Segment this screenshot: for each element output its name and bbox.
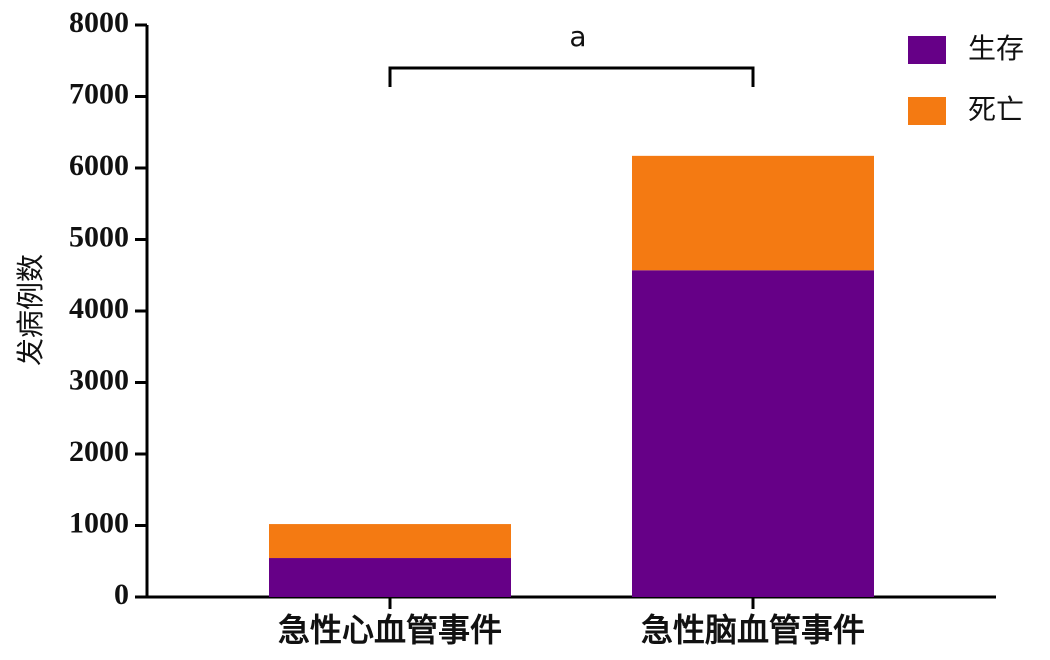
legend-swatch bbox=[908, 97, 946, 125]
y-tick-label: 7000 bbox=[69, 77, 129, 110]
legend-swatch bbox=[908, 36, 946, 64]
x-tick-label: 急性脑血管事件 bbox=[641, 611, 865, 649]
legend-label: 死亡 bbox=[968, 93, 1024, 126]
legend-label: 生存 bbox=[968, 32, 1024, 65]
y-tick-label: 0 bbox=[114, 578, 129, 611]
significance-bracket bbox=[388, 66, 755, 87]
bar-segment bbox=[269, 558, 511, 597]
y-tick-label: 6000 bbox=[69, 149, 129, 182]
y-axis-label: 发病例数 bbox=[14, 254, 47, 366]
y-tick-label: 5000 bbox=[69, 220, 129, 253]
y-tick-label: 8000 bbox=[69, 6, 129, 39]
y-tick-label: 4000 bbox=[69, 292, 129, 325]
y-tick-label: 3000 bbox=[69, 363, 129, 396]
bar-segment bbox=[632, 270, 874, 597]
bar-segment bbox=[632, 155, 874, 271]
y-tick-label: 2000 bbox=[69, 435, 129, 468]
x-tick-label: 急性心血管事件 bbox=[278, 611, 502, 649]
y-tick-label: 1000 bbox=[69, 506, 129, 539]
bar-segment bbox=[269, 524, 511, 559]
annotation: a bbox=[569, 20, 586, 53]
